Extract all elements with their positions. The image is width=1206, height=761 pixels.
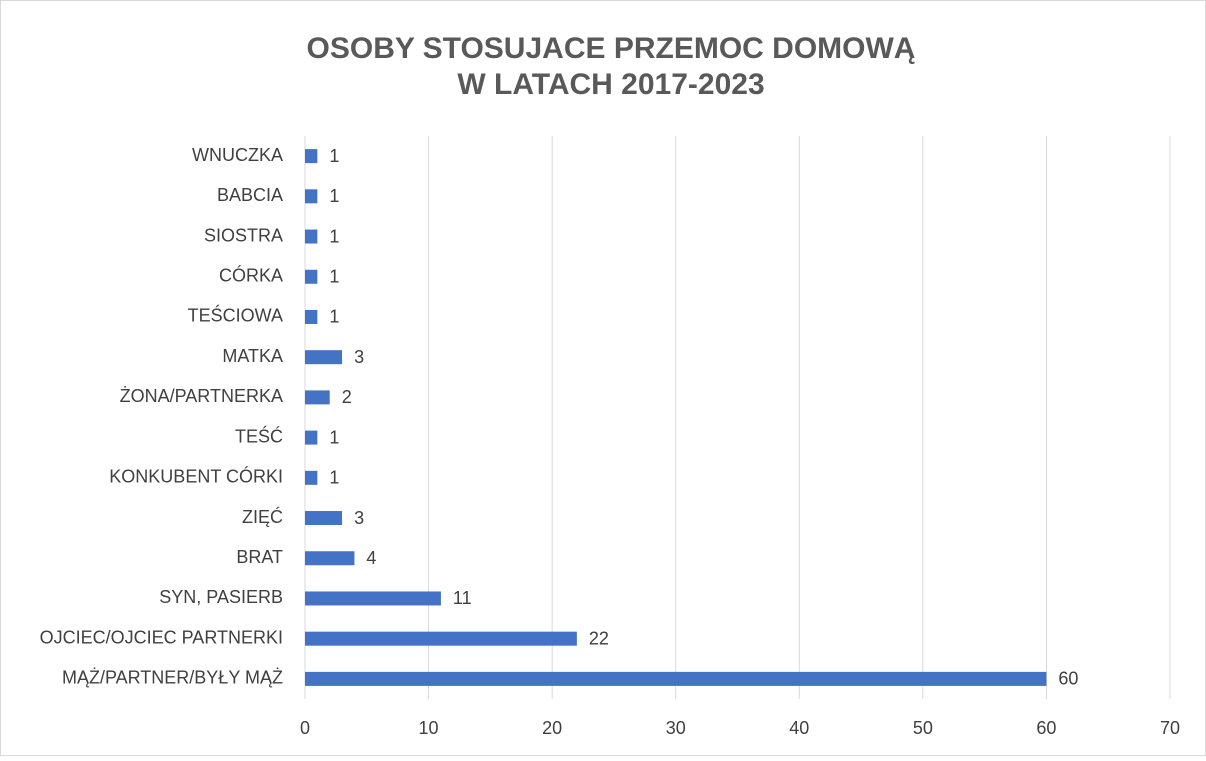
y-tick-label: OJCIEC/OJCIEC PARTNERKI	[40, 627, 283, 647]
y-tick-label: MATKA	[222, 346, 283, 366]
y-tick-label: ŻONA/PARTNERKA	[120, 386, 283, 406]
data-label: 1	[329, 468, 339, 488]
bar	[305, 309, 318, 324]
data-label: 60	[1058, 669, 1078, 689]
bar	[305, 149, 318, 164]
data-label: 4	[366, 548, 376, 568]
x-tick-label: 0	[300, 718, 310, 738]
y-tick-label: TEŚCIOWA	[188, 305, 283, 326]
y-tick-label: KONKUBENT CÓRKI	[109, 466, 283, 487]
x-tick-label: 70	[1160, 718, 1180, 738]
data-label: 1	[329, 146, 339, 166]
chart-title: OSOBY STOSUJACE PRZEMOC DOMOWĄ	[307, 32, 916, 65]
bar	[305, 430, 318, 445]
data-label: 1	[329, 307, 339, 327]
y-tick-label: SIOSTRA	[204, 225, 283, 245]
data-label: 2	[342, 387, 352, 407]
y-tick-label: BABCIA	[217, 185, 283, 205]
data-label: 3	[354, 347, 364, 367]
bar	[305, 189, 318, 204]
bar	[305, 671, 1047, 686]
bar	[305, 470, 318, 485]
bar	[305, 591, 441, 606]
y-tick-label: MĄŻ/PARTNER/BYŁY MĄŻ	[62, 668, 283, 688]
x-tick-label: 40	[789, 718, 809, 738]
bar	[305, 551, 355, 566]
y-tick-label: WNUCZKA	[192, 145, 283, 165]
bar	[305, 350, 343, 365]
data-label: 22	[589, 628, 609, 648]
data-label: 11	[453, 588, 472, 608]
y-tick-label: SYN, PASIERB	[159, 587, 283, 607]
x-tick-label: 10	[419, 718, 439, 738]
y-tick-label: ZIĘĆ	[242, 506, 283, 527]
data-label: 1	[329, 226, 339, 246]
y-tick-label: BRAT	[236, 547, 283, 567]
data-label: 1	[329, 267, 339, 287]
bar	[305, 511, 343, 526]
data-label: 1	[329, 186, 339, 206]
x-tick-label: 30	[666, 718, 686, 738]
bar	[305, 229, 318, 244]
x-tick-label: 50	[913, 718, 933, 738]
chart-title: W LATACH 2017-2023	[457, 68, 764, 101]
data-label: 1	[329, 427, 339, 447]
data-label: 3	[354, 508, 364, 528]
x-tick-label: 60	[1036, 718, 1056, 738]
bar	[305, 269, 318, 284]
y-tick-label: CÓRKA	[219, 265, 283, 286]
bar	[305, 631, 577, 646]
y-tick-label: TEŚĆ	[235, 425, 283, 446]
bar	[305, 390, 330, 405]
x-tick-label: 20	[542, 718, 562, 738]
